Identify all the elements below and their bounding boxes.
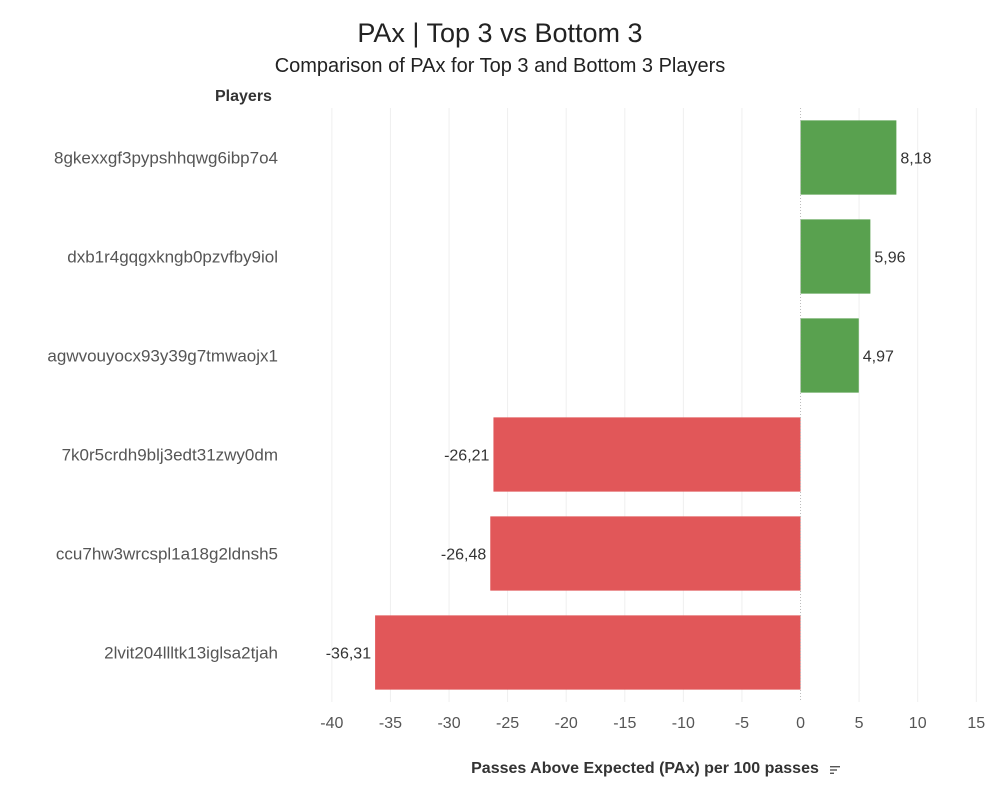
bar[interactable] bbox=[493, 417, 801, 492]
x-tick-label: -40 bbox=[320, 715, 343, 732]
category-label: agwvouyocx93y39g7tmwaojx1 bbox=[47, 347, 278, 366]
chart-title: PAx | Top 3 vs Bottom 3 bbox=[357, 18, 643, 48]
grid-lines bbox=[331, 108, 977, 702]
bar[interactable] bbox=[490, 516, 801, 591]
x-tick-label: 10 bbox=[909, 715, 927, 732]
category-label: 7k0r5crdh9blj3edt31zwy0dm bbox=[62, 446, 278, 465]
value-label: 8,18 bbox=[900, 151, 931, 168]
bars bbox=[375, 120, 897, 690]
x-tick-label: 15 bbox=[967, 715, 985, 732]
x-tick-label: -10 bbox=[672, 715, 695, 732]
value-label: -36,31 bbox=[326, 646, 371, 663]
x-tick-label: -35 bbox=[379, 715, 402, 732]
y-axis-header: Players bbox=[215, 88, 272, 105]
bar[interactable] bbox=[375, 615, 801, 690]
labels: -40 -35 -30 -25 -20 -15 -10 -5 0 5 10 15 8gkexxgf3py… bbox=[47, 149, 985, 733]
bar[interactable] bbox=[800, 318, 859, 393]
x-tick-label: 0 bbox=[796, 715, 805, 732]
value-label: 5,96 bbox=[874, 250, 905, 267]
x-tick-label: -30 bbox=[437, 715, 460, 732]
sort-descending-icon[interactable] bbox=[829, 764, 841, 776]
category-label: ccu7hw3wrcspl1a18g2ldnsh5 bbox=[56, 545, 278, 564]
x-tick-label: 5 bbox=[855, 715, 864, 732]
value-label: -26,21 bbox=[444, 448, 489, 465]
chart-subtitle: Comparison of PAx for Top 3 and Bottom 3… bbox=[274, 55, 726, 77]
category-label: 8gkexxgf3pypshhqwg6ibp7o4 bbox=[54, 149, 278, 168]
category-label: 2lvit204llltk13iglsa2tjah bbox=[104, 644, 278, 663]
x-tick-label: -5 bbox=[735, 715, 749, 732]
x-tick-label: -20 bbox=[555, 715, 578, 732]
x-tick-label: -25 bbox=[496, 715, 519, 732]
x-tick-label: -15 bbox=[613, 715, 636, 732]
category-label: dxb1r4gqgxkngb0pzvfby9iol bbox=[67, 248, 278, 267]
value-label: 4,97 bbox=[863, 349, 894, 366]
bar[interactable] bbox=[800, 120, 897, 195]
bar[interactable] bbox=[800, 219, 871, 294]
value-label: -26,48 bbox=[441, 547, 486, 564]
x-axis-label: Passes Above Expected (PAx) per 100 pass… bbox=[471, 760, 819, 777]
